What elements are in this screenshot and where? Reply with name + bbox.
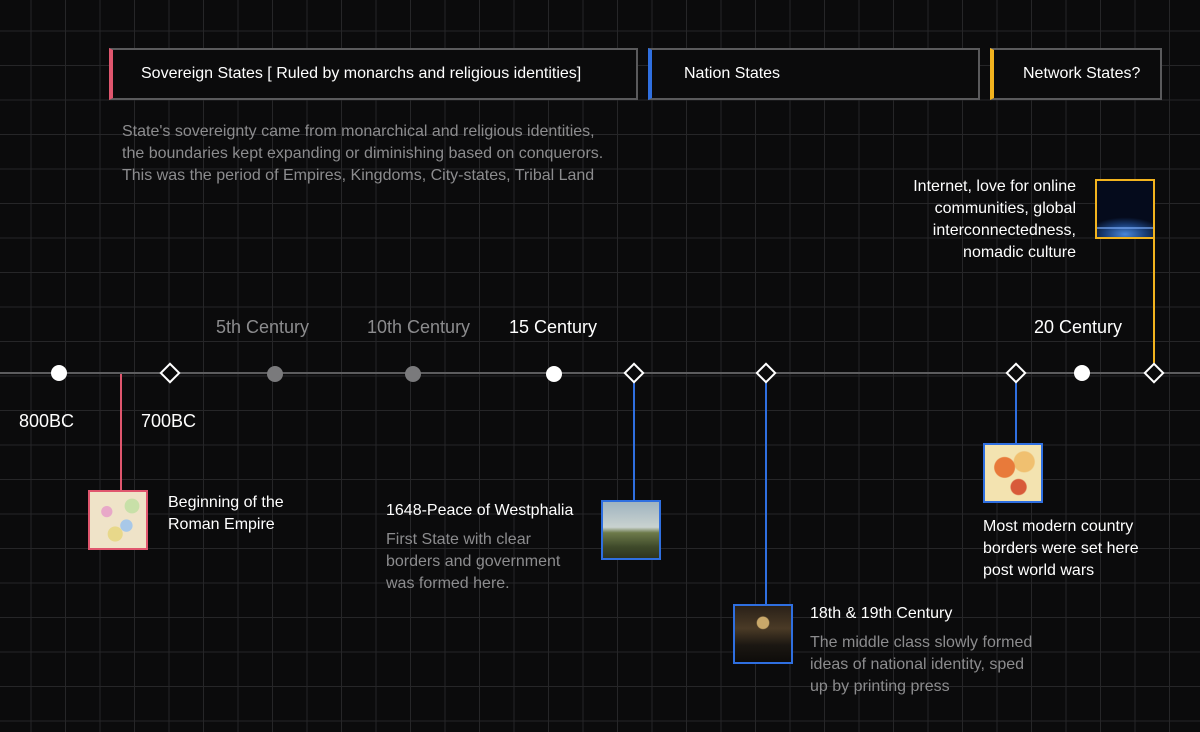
westphalia-description-line: First State with clear <box>386 531 531 548</box>
westphalia-event-title: 1648-Peace of Westphalia <box>386 502 574 519</box>
roman-title-line: Beginning of the <box>168 494 284 511</box>
worldwars-event-description: Most modern country borders were set her… <box>983 516 1139 582</box>
century-label-15th: 15 Century <box>509 317 598 337</box>
nationalism-connector-line <box>765 382 767 604</box>
assembly-painting-image[interactable] <box>733 604 793 664</box>
worldwars-description-line: post world wars <box>983 562 1095 579</box>
era-network-title: Network States? <box>1023 65 1141 82</box>
internet-text-line: Internet, love for online <box>913 178 1076 195</box>
nationalism-description-line: up by printing press <box>810 678 950 695</box>
westphalia-description-line: borders and government <box>386 553 561 570</box>
timeline-diamond-nationalism[interactable] <box>755 362 777 384</box>
westphalia-event-description: First State with clear borders and gover… <box>386 529 560 595</box>
timeline-dot-5th-century[interactable] <box>267 366 283 382</box>
worldwars-description-line: borders were set here <box>983 540 1139 557</box>
sovereign-description-line: State's sovereignty came from monarchica… <box>122 123 595 140</box>
nationalism-description-line: ideas of national identity, sped <box>810 656 1025 673</box>
nationalism-description-line: The middle class slowly formed <box>810 634 1033 651</box>
century-label-5th: 5th Century <box>216 317 310 337</box>
internet-connector-line <box>1153 238 1155 366</box>
sovereign-description: State's sovereignty came from monarchica… <box>122 121 603 187</box>
roman-title-line: Roman Empire <box>168 516 275 533</box>
old-map-image[interactable] <box>88 490 148 550</box>
timeline-diamond-worldwars[interactable] <box>1005 362 1027 384</box>
internet-text-line: communities, global <box>934 200 1076 217</box>
westphalia-connector-line <box>633 382 635 502</box>
era-nation-title: Nation States <box>684 65 781 82</box>
century-label-20th: 20 Century <box>1034 317 1123 337</box>
year-label-700bc: 700BC <box>141 411 197 431</box>
timeline-diamond-roman[interactable] <box>159 362 181 384</box>
internet-event-text: Internet, love for online communities, g… <box>913 176 1076 264</box>
world-map-image[interactable] <box>983 443 1043 503</box>
nationalism-event-description: The middle class slowly formed ideas of … <box>810 632 1032 698</box>
timeline-axis <box>0 372 1200 374</box>
worldwars-connector-line <box>1015 382 1017 444</box>
year-label-800bc: 800BC <box>19 411 75 431</box>
era-network-states: Network States? <box>990 48 1162 100</box>
earth-from-space-image[interactable] <box>1095 179 1155 239</box>
century-label-10th: 10th Century <box>367 317 471 337</box>
roman-event-title: Beginning of the Roman Empire <box>168 492 284 536</box>
era-sovereign-states: Sovereign States [ Ruled by monarchs and… <box>109 48 638 100</box>
worldwars-description-line: Most modern country <box>983 518 1134 535</box>
timeline-dot-20th-century[interactable] <box>1074 365 1090 381</box>
timeline-dot-10th-century[interactable] <box>405 366 421 382</box>
timeline-dot-15th-century[interactable] <box>546 366 562 382</box>
era-sovereign-title: Sovereign States [ Ruled by monarchs and… <box>141 65 582 82</box>
nationalism-event-title: 18th & 19th Century <box>810 605 953 622</box>
timeline-dot-800bc[interactable] <box>51 365 67 381</box>
timeline-diamond-internet[interactable] <box>1143 362 1165 384</box>
roman-connector-line <box>120 374 122 492</box>
sovereign-description-line: the boundaries kept expanding or diminis… <box>122 145 604 162</box>
internet-text-line: nomadic culture <box>963 244 1076 261</box>
westphalia-description-line: was formed here. <box>386 575 510 592</box>
timeline-diamond-westphalia[interactable] <box>623 362 645 384</box>
landscape-painting-image[interactable] <box>601 500 661 560</box>
era-nation-states: Nation States <box>648 48 980 100</box>
sovereign-description-line: This was the period of Empires, Kingdoms… <box>122 167 595 184</box>
internet-text-line: interconnectedness, <box>932 222 1076 239</box>
